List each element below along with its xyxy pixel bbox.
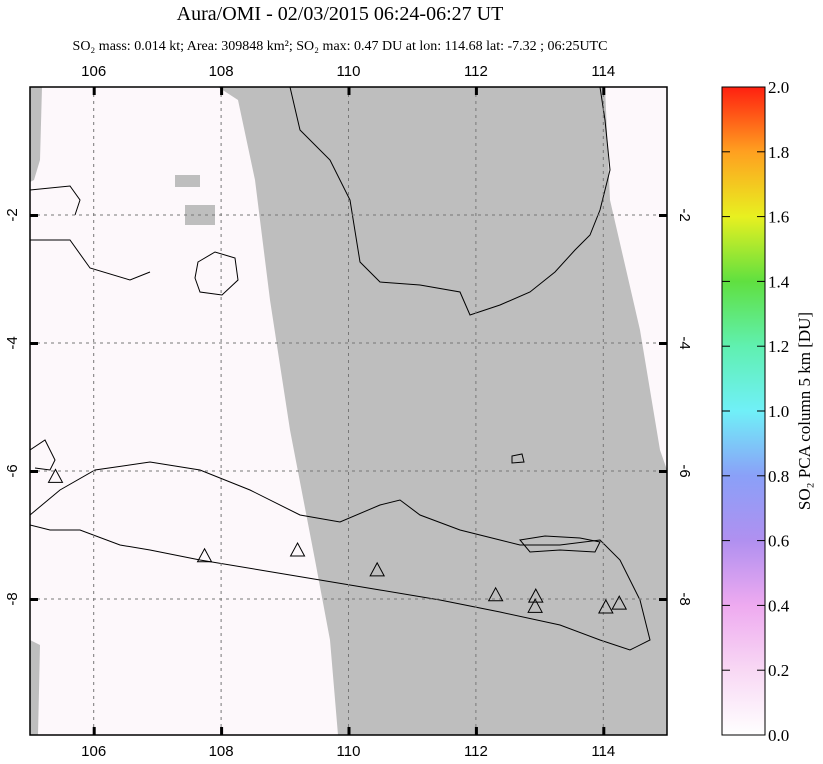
colorbar-tick-label: 0.8 — [768, 467, 789, 486]
y-tick-label: -4 — [4, 336, 21, 349]
colorbar-tick-label: 0.4 — [768, 596, 790, 615]
tick-bar — [30, 342, 38, 345]
volcano-marker — [527, 598, 543, 613]
colorbar-axis: 0.0 0.2 0.4 0.6 0.8 1.0 1.2 1.4 1.6 1.8 2.0 — [722, 78, 790, 745]
tick-bar — [474, 87, 478, 95]
tick-bar — [602, 727, 606, 735]
tick-bar — [220, 727, 224, 735]
colorbar-tick-label: 0.6 — [768, 532, 789, 551]
volcano-marker — [369, 561, 386, 577]
island-coast — [511, 453, 525, 464]
belitung-coast — [194, 251, 239, 296]
colorbar-tick-label: 1.2 — [768, 337, 789, 356]
colorbar-tick-label: 1.4 — [768, 272, 790, 291]
coastlines — [30, 87, 651, 651]
borneo-coast — [289, 87, 611, 316]
x-tick-label: 108 — [209, 743, 234, 759]
colorbar-tick-label: 1.0 — [768, 402, 789, 421]
map-axes: 106 106 108 108 110 110 112 112 114 114 -2 -2 -4 -4 -6… — [4, 63, 693, 760]
tick-bar — [30, 598, 38, 601]
y-tick-label: -8 — [4, 592, 21, 605]
volcano-marker — [289, 541, 306, 557]
tick-bar — [92, 727, 96, 735]
no-data-swath — [218, 87, 667, 735]
colorbar-tick-label: 1.6 — [768, 208, 789, 227]
colorbar-tick-label: 0.2 — [768, 661, 789, 680]
tick-bar — [347, 87, 351, 95]
coast — [30, 439, 56, 471]
tick-bar — [92, 87, 96, 95]
no-data-area — [175, 175, 200, 187]
colorbar-label: SO₂ PCA column 5 km [DU] — [795, 312, 814, 510]
graticule — [30, 87, 667, 735]
y-tick-label: -2 — [4, 208, 21, 221]
y-tick-label: -4 — [676, 336, 693, 349]
tick-bar — [347, 727, 351, 735]
x-tick-label: 108 — [209, 63, 234, 80]
volcano-marker — [611, 595, 628, 610]
x-tick-label: 114 — [591, 63, 615, 80]
x-tick-label: 106 — [81, 743, 106, 759]
tick-bar — [659, 598, 667, 601]
y-tick-label: -2 — [676, 208, 693, 221]
tick-bar — [220, 87, 224, 95]
subtitle: SO₂ mass: 0.014 kt; Area: 309848 km²; SO… — [73, 39, 608, 54]
tick-bar — [30, 470, 38, 473]
tick-bar — [659, 470, 667, 473]
tick-bar — [659, 342, 667, 345]
java-coast — [30, 461, 651, 651]
volcano-marker — [196, 547, 213, 563]
sumatra-coast — [30, 239, 151, 281]
volcano-marker — [47, 468, 64, 483]
volcano-marker — [598, 598, 614, 614]
map-body — [30, 87, 667, 735]
no-data-area — [30, 87, 42, 182]
y-tick-label: -8 — [676, 592, 693, 605]
x-tick-label: 114 — [591, 743, 615, 759]
title: Aura/OMI - 02/03/2015 06:24-06:27 UT — [177, 3, 504, 25]
tick-bar — [602, 87, 606, 95]
tick-bar — [30, 214, 38, 217]
volcano-marker — [527, 588, 544, 603]
colorbar-tick-label: 0.0 — [768, 726, 789, 745]
madura-coast — [519, 535, 601, 553]
x-tick-label: 112 — [464, 63, 488, 80]
colorbar-tick-label: 2.0 — [768, 78, 789, 97]
no-data-area — [30, 640, 40, 735]
tick-bar — [659, 214, 667, 217]
colorbar-tick-label: 1.8 — [768, 143, 789, 162]
x-tick-label: 110 — [337, 63, 361, 80]
x-tick-label: 110 — [337, 743, 361, 759]
sumatra-coast — [30, 185, 81, 216]
y-tick-label: -6 — [676, 464, 693, 477]
tick-bar — [474, 727, 478, 735]
y-tick-label: -6 — [4, 464, 21, 477]
x-tick-label: 106 — [81, 63, 106, 80]
volcanoes — [47, 468, 628, 614]
x-tick-label: 112 — [464, 743, 488, 759]
volcano-marker — [487, 586, 504, 602]
